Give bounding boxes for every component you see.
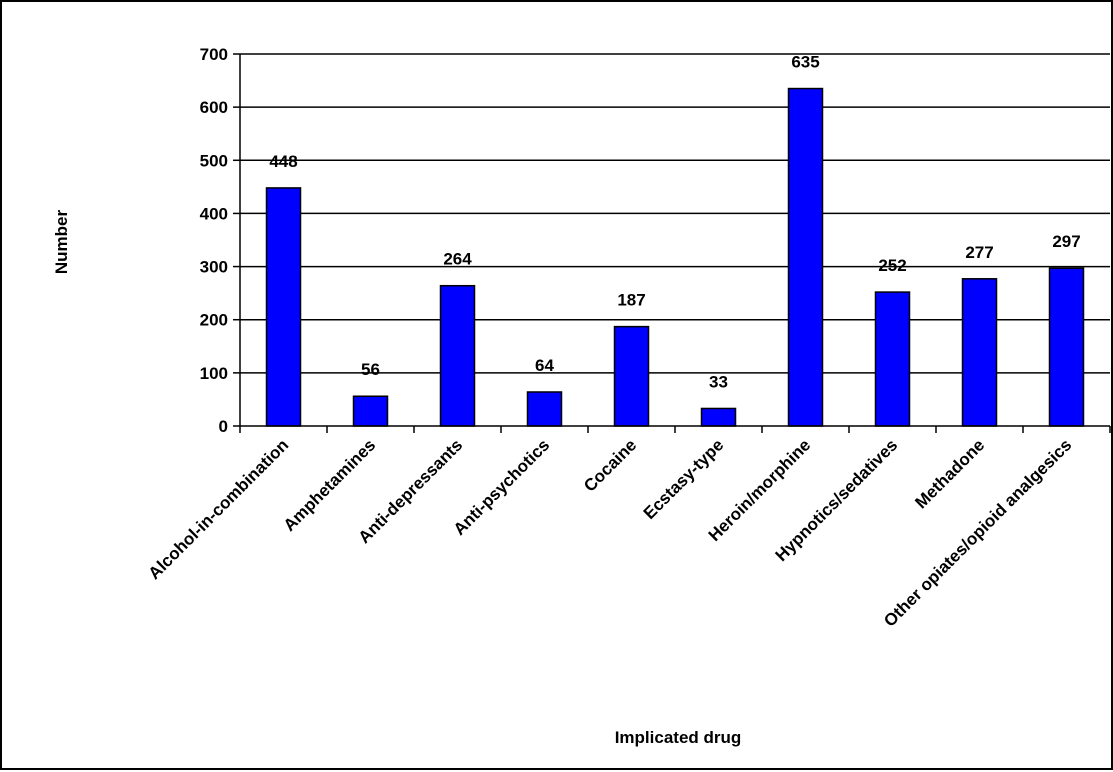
bar (961, 278, 998, 427)
data-label: 64 (535, 356, 554, 375)
category-label: Ecstasy-type (640, 435, 728, 523)
y-tick-label: 100 (200, 364, 228, 383)
y-tick-label: 700 (200, 45, 228, 64)
data-label: 56 (361, 360, 380, 379)
category-label: Cocaine (580, 435, 640, 495)
data-label: 33 (709, 372, 728, 391)
category-label: Amphetamines (280, 435, 380, 535)
bar (526, 391, 563, 427)
category-label: Other opiates/opioid analgesics (880, 435, 1075, 630)
y-axis-title: Number (52, 210, 71, 275)
data-label: 277 (965, 243, 993, 262)
gridlines (240, 53, 1110, 374)
y-tick-label: 200 (200, 311, 228, 330)
x-axis-title: Implicated drug (615, 728, 742, 747)
bar (439, 284, 476, 427)
data-label: 252 (878, 256, 906, 275)
data-label: 448 (269, 152, 297, 171)
bars (265, 87, 1085, 427)
y-tick-label: 500 (200, 151, 228, 170)
category-label: Alcohol-in-combination (145, 435, 293, 583)
y-tick-label: 300 (200, 258, 228, 277)
bar (613, 325, 650, 427)
y-tick-label: 0 (219, 417, 228, 436)
category-label: Methadone (911, 435, 988, 512)
bar (874, 291, 911, 427)
data-label: 187 (617, 291, 645, 310)
bar (265, 187, 302, 427)
data-label: 264 (443, 250, 472, 269)
axes (233, 53, 1111, 433)
category-label: Anti-psychotics (450, 435, 554, 539)
bar (787, 87, 824, 427)
bar (352, 395, 389, 427)
y-tick-label: 400 (200, 204, 228, 223)
data-label: 635 (791, 53, 819, 72)
bar (1048, 267, 1085, 427)
data-label: 297 (1052, 232, 1080, 251)
y-tick-label: 600 (200, 98, 228, 117)
bar (700, 407, 737, 427)
